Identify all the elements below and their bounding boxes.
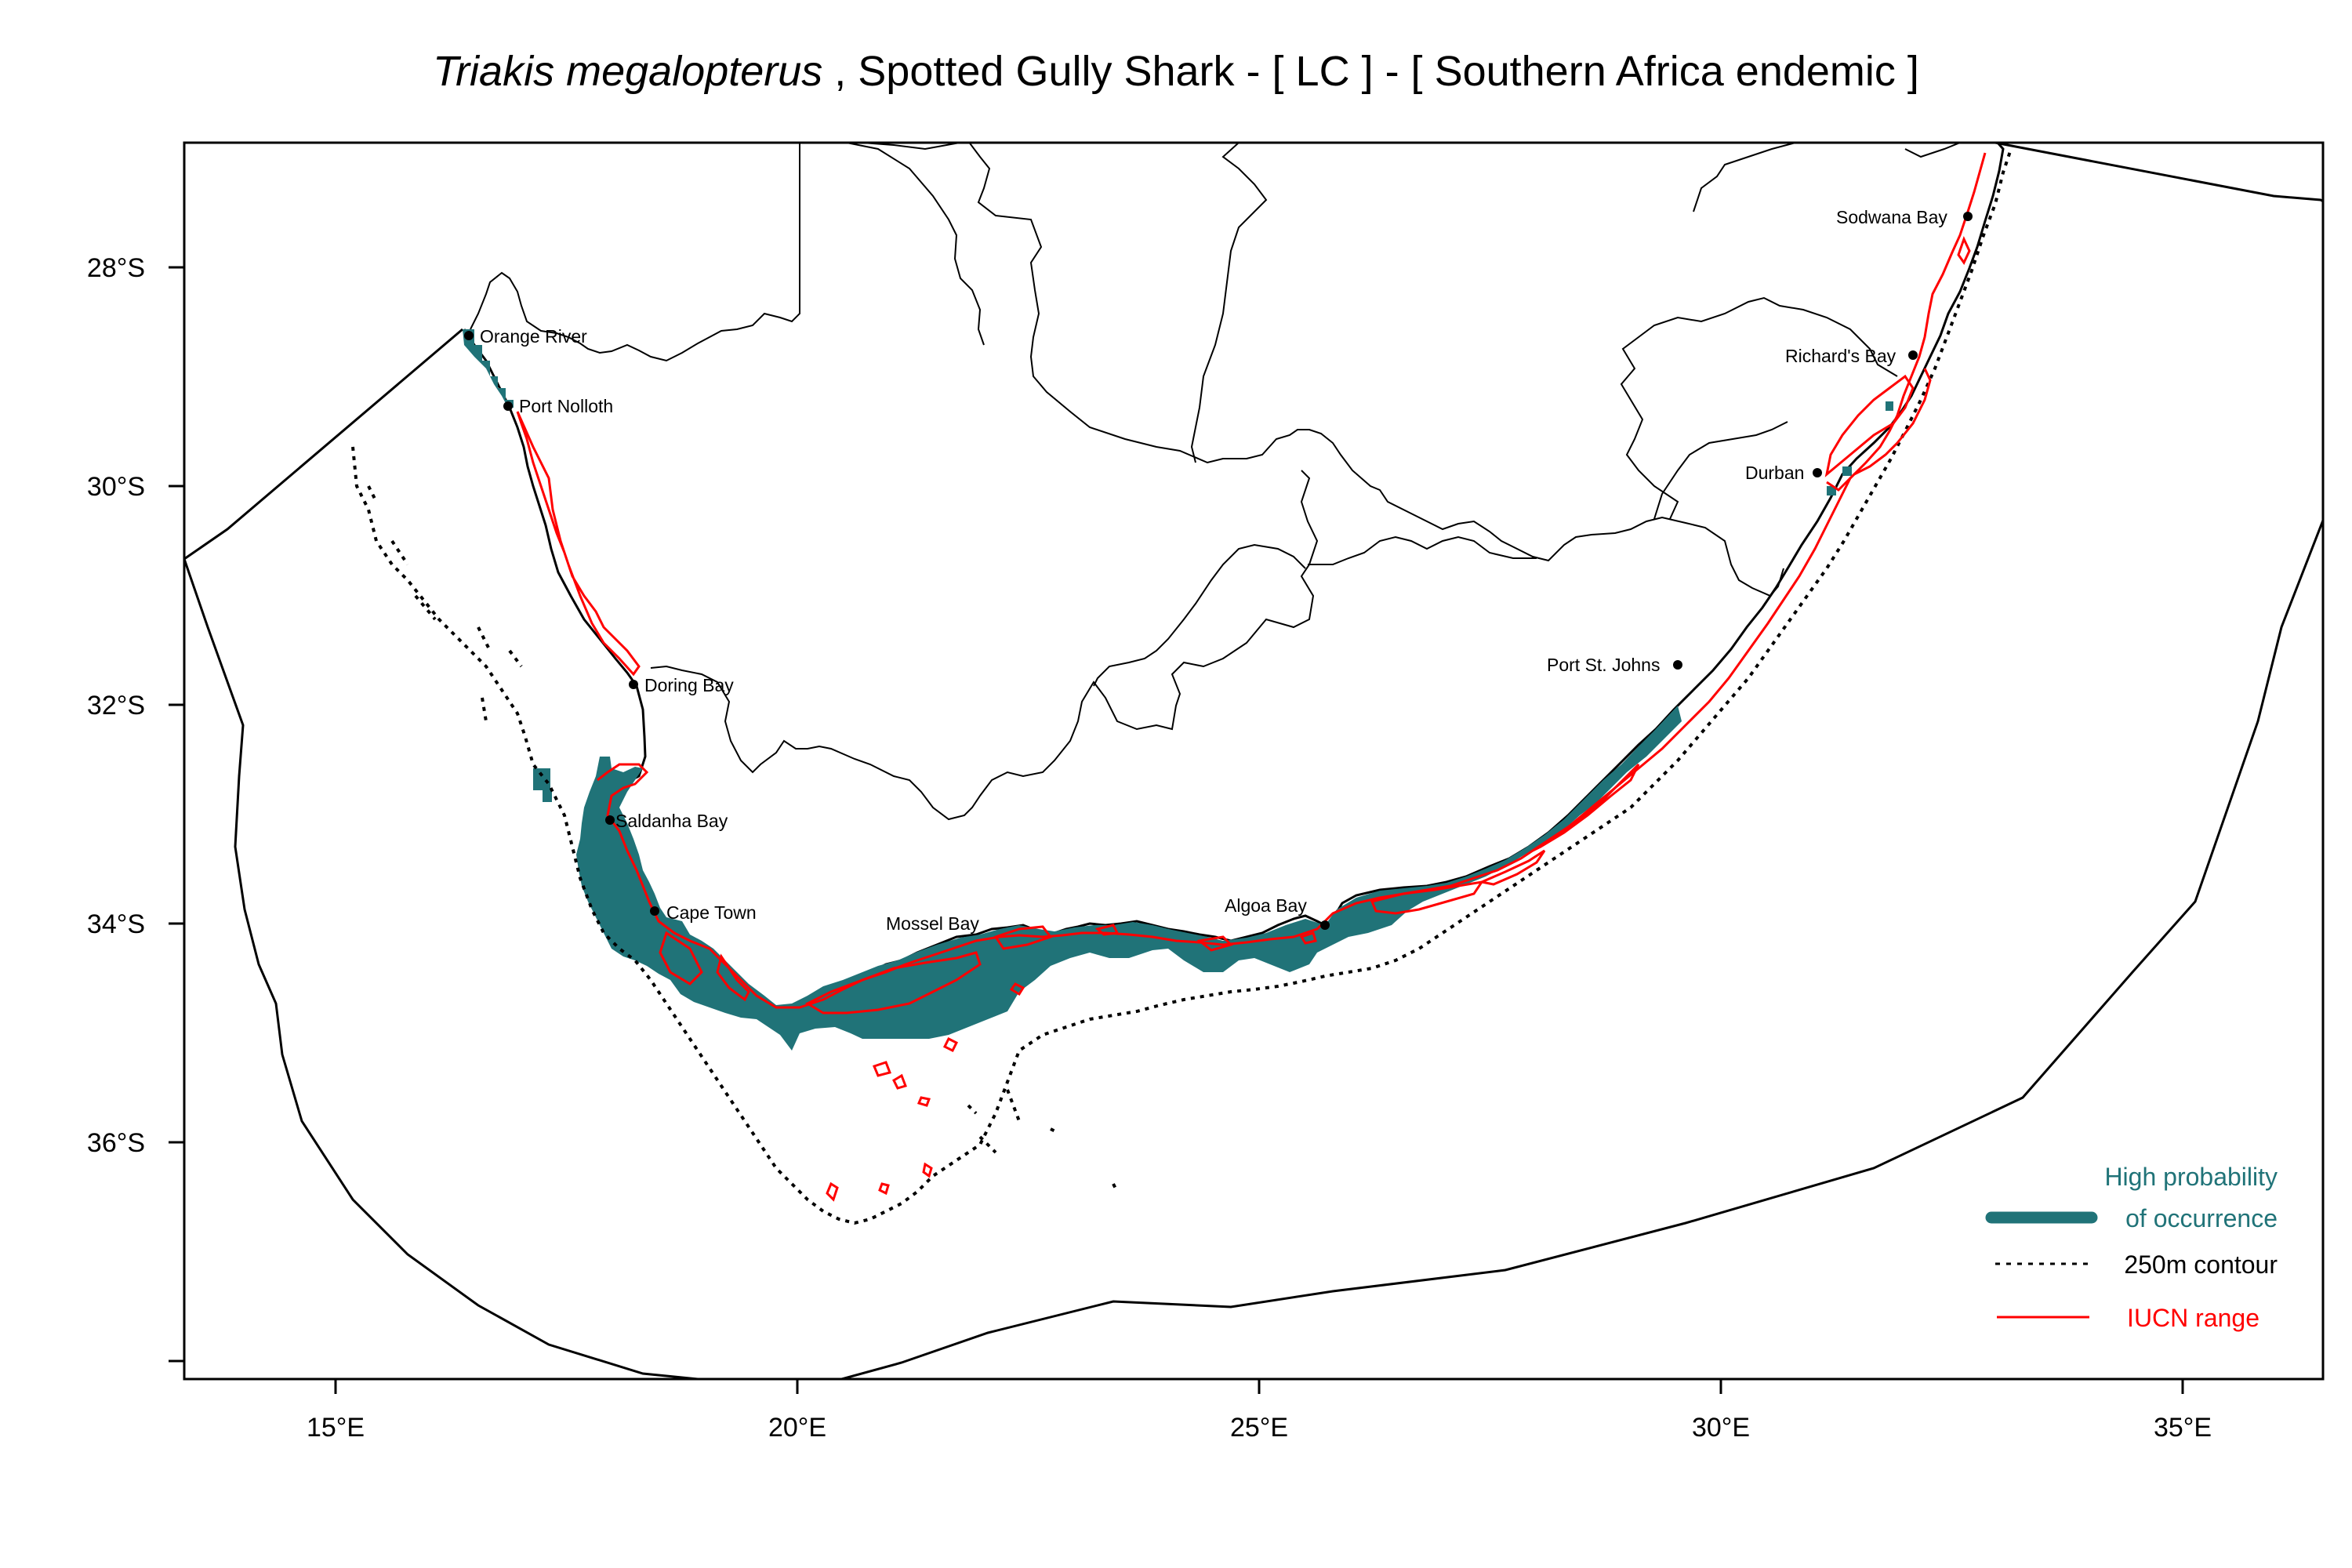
y-tick-label: 32°S [87,691,145,720]
iucn-range [516,152,1987,1202]
place-markers [464,212,1973,930]
y-tick-label: 36°S [87,1128,145,1158]
x-tick-labels: 15°E 20°E 25°E 30°E 35°E [307,1413,2212,1443]
place-label-mossel-bay: Mossel Bay [886,913,979,934]
coastline [463,143,2005,1017]
y-tick-label: 28°S [87,253,145,283]
map-layers [184,143,2323,1379]
map-title: Triakis megalopterus , Spotted Gully Sha… [0,47,2352,96]
x-tick-label: 35°E [2154,1413,2212,1443]
place-label-richards-bay: Richard's Bay [1785,346,1896,366]
x-axis [334,1379,2184,1394]
contour-250m [351,148,2013,1225]
legend: High probability of occurrence 250m cont… [1985,1163,2278,1332]
y-axis [169,266,184,1363]
x-tick-label: 30°E [1692,1413,1750,1443]
admin-boundaries [470,143,1961,821]
place-labels: Orange River Port Nolloth Doring Bay Sal… [480,207,1947,934]
place-label-cape-town: Cape Town [666,902,757,923]
place-label-port-st-johns: Port St. Johns [1547,655,1660,675]
legend-iucn-label: IUCN range [2127,1304,2259,1332]
eez-boundary [184,143,2323,1379]
occurrence-area [463,329,1893,1051]
legend-occurrence-line1: High probability [2104,1163,2278,1191]
species-name: Triakis megalopterus [433,48,823,95]
place-label-durban: Durban [1745,463,1804,483]
place-label-port-nolloth: Port Nolloth [519,396,613,416]
legend-contour-label: 250m contour [2124,1250,2278,1279]
legend-occurrence-line2: of occurrence [2125,1204,2278,1232]
y-tick-labels: 28°S 30°S 32°S 34°S 36°S [87,253,145,1158]
plot-frame [183,141,2325,1381]
place-label-algoa-bay: Algoa Bay [1225,895,1307,916]
y-tick-label: 34°S [87,909,145,939]
x-tick-label: 15°E [307,1413,365,1443]
place-label-orange-river: Orange River [480,326,587,347]
place-label-sodwana-bay: Sodwana Bay [1836,207,1947,227]
y-tick-label: 30°S [87,472,145,502]
contour-250m-islands [367,485,1119,1192]
place-label-doring-bay: Doring Bay [644,675,734,695]
place-label-saldanha-bay: Saldanha Bay [615,811,728,831]
title-rest: , Spotted Gully Shark - [ LC ] - [ South… [822,48,1919,95]
x-tick-label: 20°E [768,1413,826,1443]
x-tick-label: 25°E [1230,1413,1288,1443]
